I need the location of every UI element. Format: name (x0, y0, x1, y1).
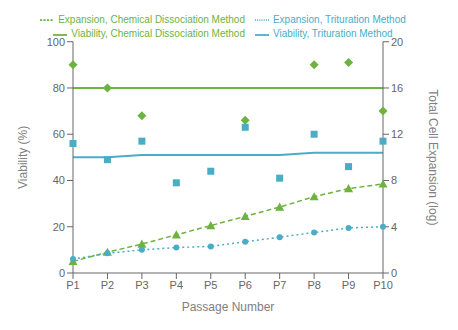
html-text:Viability, Chemical Dissociati: Viability, Chemical Dissociation Method (71, 28, 245, 40)
svg-text:P3: P3 (135, 279, 148, 291)
svg-text:60: 60 (53, 128, 65, 140)
html-text:Expansion, Trituration Method: Expansion, Trituration Method (273, 14, 406, 25)
svg-text:P2: P2 (101, 279, 114, 291)
svg-text:4: 4 (391, 221, 397, 233)
svg-text:Viability (%): Viability (%) (16, 126, 30, 189)
svg-text:20: 20 (53, 221, 65, 233)
svg-text:16: 16 (391, 82, 403, 94)
svg-text:20: 20 (391, 36, 403, 48)
svg-text:P10: P10 (373, 279, 393, 291)
svg-text:P7: P7 (273, 279, 286, 291)
html-text:Expansion, Chemical Dissociati: Expansion, Chemical Dissociation Method (58, 14, 245, 25)
svg-text:P9: P9 (342, 279, 355, 291)
svg-text:8: 8 (391, 174, 397, 186)
svg-text:0: 0 (59, 267, 65, 279)
svg-text:80: 80 (53, 82, 65, 94)
svg-text:P6: P6 (238, 279, 251, 291)
svg-text:P8: P8 (307, 279, 320, 291)
html-text:Viability, Trituration Method: Viability, Trituration Method (273, 28, 393, 40)
svg-text:12: 12 (391, 128, 403, 140)
svg-text:40: 40 (53, 174, 65, 186)
svg-text:Total Cell Expansion (log): Total Cell Expansion (log) (426, 89, 440, 225)
svg-text:100: 100 (47, 36, 65, 48)
svg-text:P1: P1 (66, 279, 79, 291)
svg-text:0: 0 (391, 267, 397, 279)
svg-text:Passage Number: Passage Number (182, 300, 275, 314)
svg-text:P4: P4 (170, 279, 183, 291)
svg-text:P5: P5 (204, 279, 217, 291)
